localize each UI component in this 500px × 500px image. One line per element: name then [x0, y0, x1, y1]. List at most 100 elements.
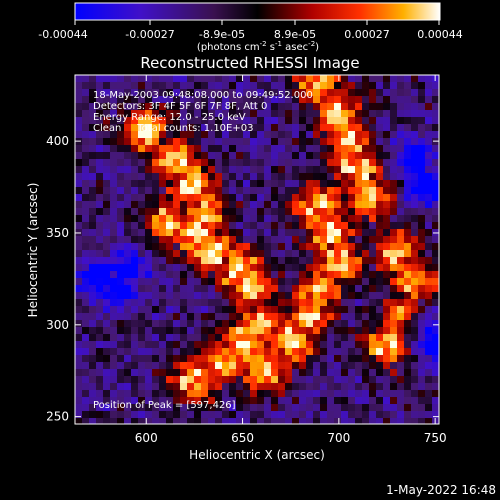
- heatmap-cell: [334, 75, 341, 82]
- heatmap-cell: [306, 89, 313, 96]
- heatmap-cell: [159, 313, 166, 320]
- heatmap-cell: [131, 89, 138, 96]
- heatmap-cell: [215, 362, 222, 369]
- heatmap-cell: [194, 201, 201, 208]
- heatmap-cell: [432, 306, 439, 313]
- heatmap-cell: [194, 341, 201, 348]
- heatmap-cell: [138, 243, 145, 250]
- heatmap-cell: [187, 187, 194, 194]
- heatmap-cell: [292, 96, 299, 103]
- heatmap-cell: [299, 243, 306, 250]
- heatmap-cell: [103, 222, 110, 229]
- heatmap-cell: [306, 82, 313, 89]
- heatmap-cell: [285, 306, 292, 313]
- heatmap-cell: [334, 131, 341, 138]
- heatmap-cell: [271, 82, 278, 89]
- heatmap-cell: [292, 173, 299, 180]
- heatmap-cell: [173, 264, 180, 271]
- heatmap-cell: [432, 180, 439, 187]
- heatmap-cell: [320, 194, 327, 201]
- heatmap-cell: [243, 362, 250, 369]
- heatmap-cell: [355, 103, 362, 110]
- heatmap-cell: [194, 397, 201, 404]
- heatmap-cell: [341, 418, 348, 424]
- heatmap-cell: [110, 194, 117, 201]
- heatmap-cell: [299, 138, 306, 145]
- heatmap-cell: [145, 166, 152, 173]
- heatmap-cell: [166, 355, 173, 362]
- heatmap-cell: [404, 180, 411, 187]
- heatmap-cell: [299, 285, 306, 292]
- heatmap-cell: [327, 271, 334, 278]
- heatmap-cell: [355, 201, 362, 208]
- heatmap-cell: [404, 369, 411, 376]
- heatmap-cell: [117, 250, 124, 257]
- heatmap-cell: [334, 173, 341, 180]
- heatmap-cell: [236, 285, 243, 292]
- heatmap-cell: [138, 264, 145, 271]
- heatmap-cell: [215, 208, 222, 215]
- heatmap-cell: [173, 96, 180, 103]
- heatmap-cell: [208, 278, 215, 285]
- heatmap-cell: [166, 110, 173, 117]
- heatmap-cell: [89, 243, 96, 250]
- heatmap-cell: [278, 131, 285, 138]
- heatmap-cell: [236, 404, 243, 411]
- heatmap-cell: [397, 208, 404, 215]
- heatmap-cell: [250, 418, 257, 424]
- heatmap-cell: [271, 306, 278, 313]
- heatmap-cell: [243, 208, 250, 215]
- heatmap-cell: [355, 187, 362, 194]
- heatmap-cell: [278, 215, 285, 222]
- heatmap-cell: [411, 257, 418, 264]
- heatmap-cell: [327, 110, 334, 117]
- heatmap-cell: [264, 418, 271, 424]
- heatmap-cell: [362, 222, 369, 229]
- heatmap-cell: [243, 257, 250, 264]
- heatmap-cell: [103, 124, 110, 131]
- heatmap-cell: [397, 201, 404, 208]
- heatmap-cell: [278, 397, 285, 404]
- heatmap-cell: [229, 348, 236, 355]
- heatmap-cell: [390, 355, 397, 362]
- heatmap-cell: [173, 306, 180, 313]
- heatmap-cell: [271, 124, 278, 131]
- heatmap-cell: [208, 145, 215, 152]
- heatmap-cell: [89, 138, 96, 145]
- heatmap-cell: [292, 152, 299, 159]
- heatmap-cell: [138, 271, 145, 278]
- heatmap-cell: [229, 278, 236, 285]
- heatmap-cell: [117, 383, 124, 390]
- heatmap-cell: [369, 341, 376, 348]
- heatmap-cell: [278, 222, 285, 229]
- heatmap-cell: [292, 327, 299, 334]
- heatmap-cell: [418, 82, 425, 89]
- heatmap-cell: [145, 229, 152, 236]
- heatmap-cell: [208, 75, 215, 82]
- heatmap-cell: [334, 264, 341, 271]
- heatmap-cell: [187, 390, 194, 397]
- heatmap-cell: [313, 145, 320, 152]
- heatmap-cell: [222, 124, 229, 131]
- heatmap-cell: [75, 201, 82, 208]
- heatmap-cell: [215, 173, 222, 180]
- heatmap-cell: [313, 201, 320, 208]
- heatmap-cell: [327, 411, 334, 418]
- heatmap-cell: [418, 173, 425, 180]
- heatmap-cell: [341, 180, 348, 187]
- heatmap-cell: [124, 145, 131, 152]
- heatmap-cell: [362, 320, 369, 327]
- heatmap-cell: [96, 313, 103, 320]
- heatmap-cell: [229, 250, 236, 257]
- heatmap-cell: [355, 229, 362, 236]
- heatmap-cell: [180, 110, 187, 117]
- heatmap-cell: [327, 96, 334, 103]
- heatmap-cell: [117, 313, 124, 320]
- heatmap-cell: [264, 222, 271, 229]
- heatmap-cell: [222, 313, 229, 320]
- heatmap-cell: [376, 264, 383, 271]
- heatmap-cell: [250, 166, 257, 173]
- heatmap-cell: [75, 334, 82, 341]
- heatmap-cell: [418, 180, 425, 187]
